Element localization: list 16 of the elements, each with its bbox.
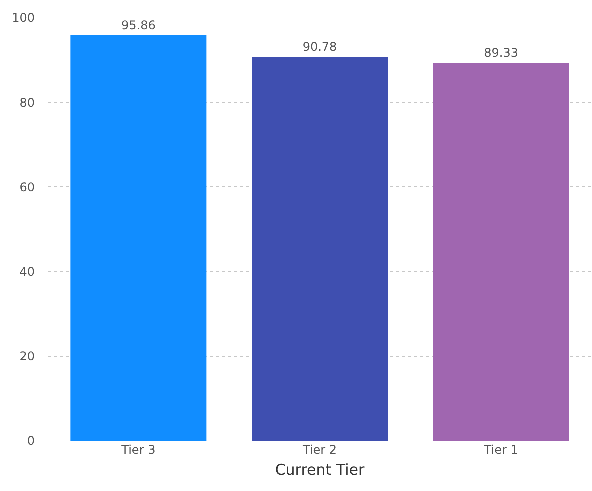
x-tick-label: Tier 1 — [483, 443, 518, 457]
y-tick-label: 20 — [20, 350, 35, 364]
bar — [433, 63, 570, 441]
y-tick-label: 100 — [12, 11, 35, 26]
x-tick-label: Tier 3 — [120, 443, 156, 457]
data-label: 90.78 — [302, 40, 338, 54]
y-tick-label: 60 — [20, 180, 35, 194]
y-tick-label: 40 — [20, 265, 35, 279]
x-tick-label: Tier 2 — [302, 443, 338, 457]
x-axis-title: Current Tier — [275, 461, 366, 479]
bar — [70, 36, 207, 441]
data-label: 95.86 — [121, 18, 156, 33]
data-label: 89.33 — [484, 46, 519, 60]
y-tick-label: 0 — [27, 434, 35, 448]
y-tick-label: 80 — [20, 96, 35, 110]
bar — [252, 57, 388, 441]
